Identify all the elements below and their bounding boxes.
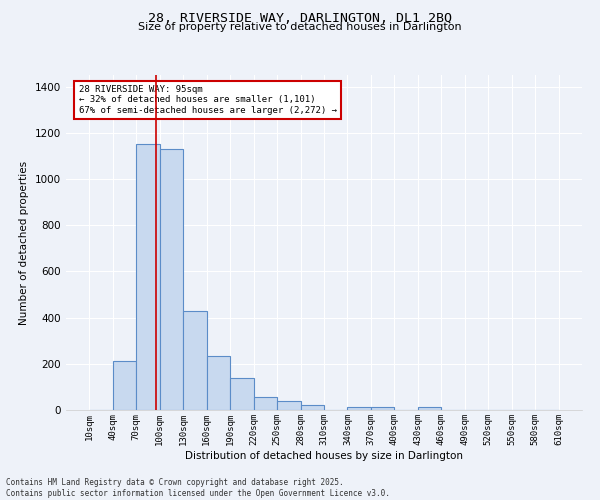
Bar <box>136 144 160 410</box>
Text: 28 RIVERSIDE WAY: 95sqm
← 32% of detached houses are smaller (1,101)
67% of semi: 28 RIVERSIDE WAY: 95sqm ← 32% of detache… <box>79 85 337 115</box>
Bar <box>371 407 394 410</box>
Y-axis label: Number of detached properties: Number of detached properties <box>19 160 29 324</box>
Bar <box>113 362 136 410</box>
Text: 28, RIVERSIDE WAY, DARLINGTON, DL1 2BQ: 28, RIVERSIDE WAY, DARLINGTON, DL1 2BQ <box>148 12 452 26</box>
Bar <box>230 378 254 410</box>
Bar <box>418 407 441 410</box>
Bar <box>347 407 371 410</box>
Bar <box>207 356 230 410</box>
Text: Contains HM Land Registry data © Crown copyright and database right 2025.
Contai: Contains HM Land Registry data © Crown c… <box>6 478 390 498</box>
Text: Size of property relative to detached houses in Darlington: Size of property relative to detached ho… <box>138 22 462 32</box>
Bar <box>254 396 277 410</box>
Bar <box>183 310 207 410</box>
Bar <box>160 149 183 410</box>
Bar <box>301 406 324 410</box>
X-axis label: Distribution of detached houses by size in Darlington: Distribution of detached houses by size … <box>185 450 463 460</box>
Bar <box>277 401 301 410</box>
